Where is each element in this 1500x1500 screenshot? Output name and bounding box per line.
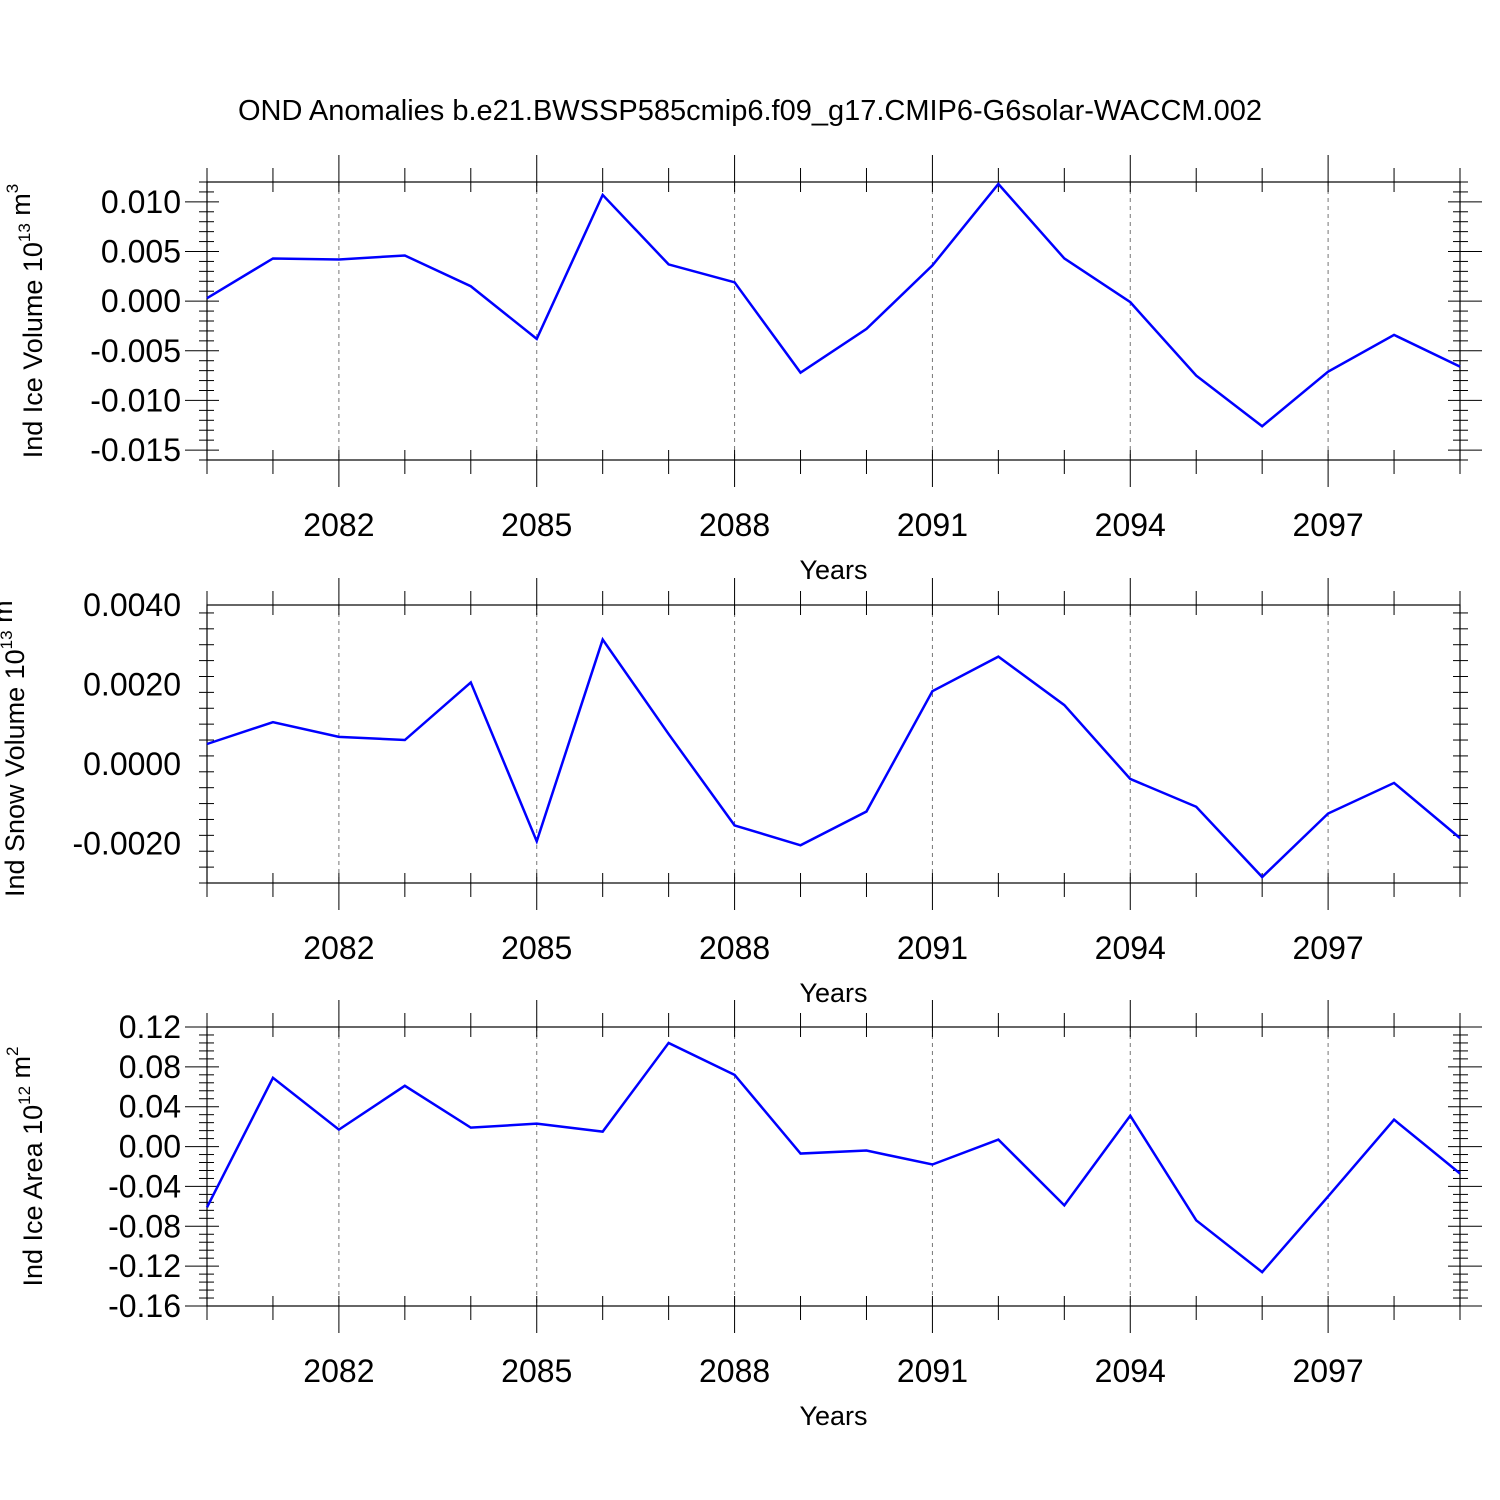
- plots-group: 0.010 0.005 0.000 -0.005 -0.010 -0.015 2082 208…: [0, 155, 1482, 1431]
- y-tick-label: -0.0020: [72, 825, 181, 861]
- x-tick-label: 2088: [699, 930, 770, 966]
- y-axis-label-superscript: 3: [0, 591, 4, 600]
- series-line-1: [205, 1041, 1461, 1274]
- y-axis-label-superscript: 13: [15, 223, 34, 242]
- y-tick-label: 0.00: [119, 1129, 181, 1165]
- y-tick-label: -0.08: [108, 1208, 181, 1244]
- x-tick-label: 2097: [1293, 1353, 1364, 1389]
- x-tick-label: 2088: [699, 507, 770, 543]
- y-tick-label: -0.010: [90, 382, 181, 418]
- y-axis-label: Ind Snow Volume 1013 m3: [0, 591, 30, 897]
- x-tick-label: 2088: [699, 1353, 770, 1389]
- y-axis-label-text: Ind Snow Volume 10: [0, 649, 30, 897]
- series-line-1: [206, 636, 1461, 879]
- x-tick-label: 2085: [501, 930, 572, 966]
- y-axis-label-text: m: [0, 600, 18, 630]
- y-axis-label: Ind Ice Area 1012 m2: [3, 1046, 48, 1286]
- x-tick-label: 2097: [1293, 930, 1364, 966]
- panel-1: 0.010 0.005 0.000 -0.005 -0.010 -0.015 2082 208…: [3, 155, 1482, 585]
- x-tick-label: 2091: [897, 507, 968, 543]
- x-tick-label: 2094: [1095, 930, 1166, 966]
- y-tick-label: -0.015: [90, 432, 181, 468]
- x-tick-label: 2085: [501, 1353, 572, 1389]
- y-tick-label: -0.12: [108, 1248, 181, 1284]
- plot-frame: [206, 604, 1461, 884]
- y-tick-label: 0.000: [101, 283, 181, 319]
- y-tick-label: 0.0020: [83, 666, 181, 702]
- x-tick-label: 2082: [303, 1353, 374, 1389]
- y-tick-label: 0.04: [119, 1089, 181, 1125]
- x-tick-label: 2082: [303, 930, 374, 966]
- x-tick-label: 2094: [1095, 1353, 1166, 1389]
- y-axis-label-text: m: [6, 193, 36, 223]
- series-line-1: [206, 182, 1461, 428]
- y-tick-label: 0.12: [119, 1009, 181, 1045]
- x-axis-label: Years: [799, 1401, 867, 1431]
- y-tick-label: 0.0040: [83, 587, 181, 623]
- y-axis-label-text: Ind Ice Area 10: [18, 1105, 48, 1287]
- y-tick-label: -0.16: [108, 1288, 181, 1324]
- y-tick-label: -0.005: [90, 333, 181, 369]
- figure-title: OND Anomalies b.e21.BWSSP585cmip6.f09_g1…: [238, 95, 1262, 127]
- x-tick-label: 2094: [1095, 507, 1166, 543]
- y-tick-label: 0.08: [119, 1049, 181, 1085]
- plot-frame: [206, 1026, 1461, 1307]
- x-axis-label: Years: [799, 555, 867, 585]
- x-tick-label: 2082: [303, 507, 374, 543]
- y-tick-label: -0.04: [108, 1168, 181, 1204]
- y-axis-label-superscript: 2: [3, 1046, 22, 1055]
- y-axis-label-superscript: 3: [3, 184, 22, 193]
- y-tick-label: 0.0000: [83, 746, 181, 782]
- panel-2: 0.0040 0.0020 0.0000 -0.0020 2082 2085 2088 209…: [0, 578, 1468, 1008]
- y-axis-label: Ind Ice Volume 1013 m3: [3, 184, 48, 459]
- y-axis-label-superscript: 13: [0, 630, 16, 649]
- y-tick-label: 0.010: [101, 184, 181, 220]
- x-tick-label: 2097: [1293, 507, 1364, 543]
- panel-3: 0.12 0.08 0.04 0.00-0.04 -0.08 -0.12 -0.16 2082…: [3, 1000, 1482, 1431]
- y-axis-label-superscript: 12: [15, 1086, 34, 1105]
- x-tick-label: 2091: [897, 1353, 968, 1389]
- y-tick-label: 0.005: [101, 234, 181, 270]
- y-axis-label-text: Ind Ice Volume 10: [18, 242, 48, 458]
- y-axis-label-text: m: [6, 1056, 36, 1086]
- x-tick-label: 2091: [897, 930, 968, 966]
- x-tick-label: 2085: [501, 507, 572, 543]
- x-axis-label: Years: [799, 978, 867, 1008]
- plot-frame: [206, 181, 1461, 461]
